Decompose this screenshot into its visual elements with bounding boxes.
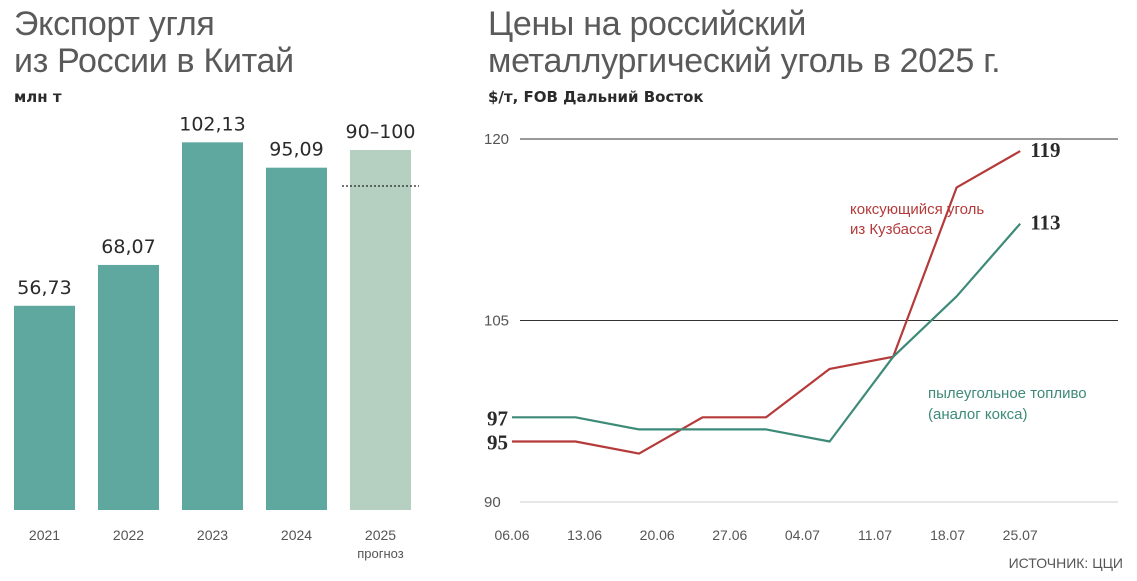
bar-value-label-2024: 95,09 [269, 139, 323, 161]
line-chart-title: Цены на российский металлургический угол… [488, 5, 1001, 80]
bar-category-label-2025: 2025 [365, 527, 396, 543]
y-tick-label-105: 105 [484, 313, 509, 330]
line-chart-title-line1: Цены на российский [488, 5, 807, 43]
bar-category-label-2021: 2021 [29, 527, 60, 543]
bar-chart-title: Экспорт угля из России в Китай [14, 6, 294, 80]
series-annotation-1-line2: (аналог кокса) [928, 406, 1028, 423]
bar-value-label-2021: 56,73 [17, 277, 71, 299]
bar-2022 [98, 264, 159, 510]
series-annotation-1-line1: пылеугольное топливо [928, 385, 1087, 402]
y-tick-label-120: 120 [484, 131, 509, 148]
series-start-label-1: 97 [487, 406, 508, 430]
bar-value-label-2025: 90–100 [346, 121, 416, 143]
series-end-label-0: 119 [1030, 138, 1060, 162]
bar-2024 [266, 167, 327, 510]
x-tick-label-27.06: 27.06 [712, 527, 747, 543]
y-tick-label-90: 90 [484, 494, 501, 511]
series-line-1 [512, 222, 1022, 443]
series-line-0 [512, 150, 1021, 455]
bar-2025 [350, 150, 411, 510]
bar-category-label-2022: 2022 [113, 527, 144, 543]
series-annotation-0-line2: из Кузбасса [850, 221, 933, 238]
bar-chart-title-line2: из России в Китай [14, 42, 294, 80]
bar-value-label-2023: 102,13 [179, 113, 245, 135]
source-note: ИСТОЧНИК: ЦЦИ [1008, 555, 1123, 571]
series-end-label-1: 113 [1030, 211, 1060, 235]
x-tick-label-20.06: 20.06 [640, 527, 675, 543]
x-tick-label-13.06: 13.06 [567, 527, 602, 543]
x-tick-label-04.07: 04.07 [785, 527, 820, 543]
x-tick-label-11.07: 11.07 [858, 527, 892, 543]
bar-chart-unit: млн т [14, 88, 62, 106]
bar-category-label-2024: 2024 [281, 527, 312, 543]
series-start-label-0: 95 [487, 431, 508, 455]
series-annotation-0-line1: коксующийся уголь [850, 201, 984, 218]
bar-chart-title-line1: Экспорт угля [14, 5, 215, 43]
x-tick-label-25.07: 25.07 [1003, 527, 1038, 543]
bar-category-label-2023: 2023 [197, 527, 228, 543]
bar-2023 [182, 142, 243, 510]
x-tick-label-06.06: 06.06 [494, 527, 529, 543]
line-chart-unit: $/т, FOB Дальний Восток [488, 88, 704, 106]
bar-category-note-2025: прогноз [357, 546, 404, 561]
line-chart-title-line2: металлургический уголь в 2025 г. [488, 42, 1001, 80]
bar-value-label-2022: 68,07 [101, 236, 155, 258]
x-tick-label-18.07: 18.07 [930, 527, 965, 543]
bar-2021 [14, 305, 75, 510]
